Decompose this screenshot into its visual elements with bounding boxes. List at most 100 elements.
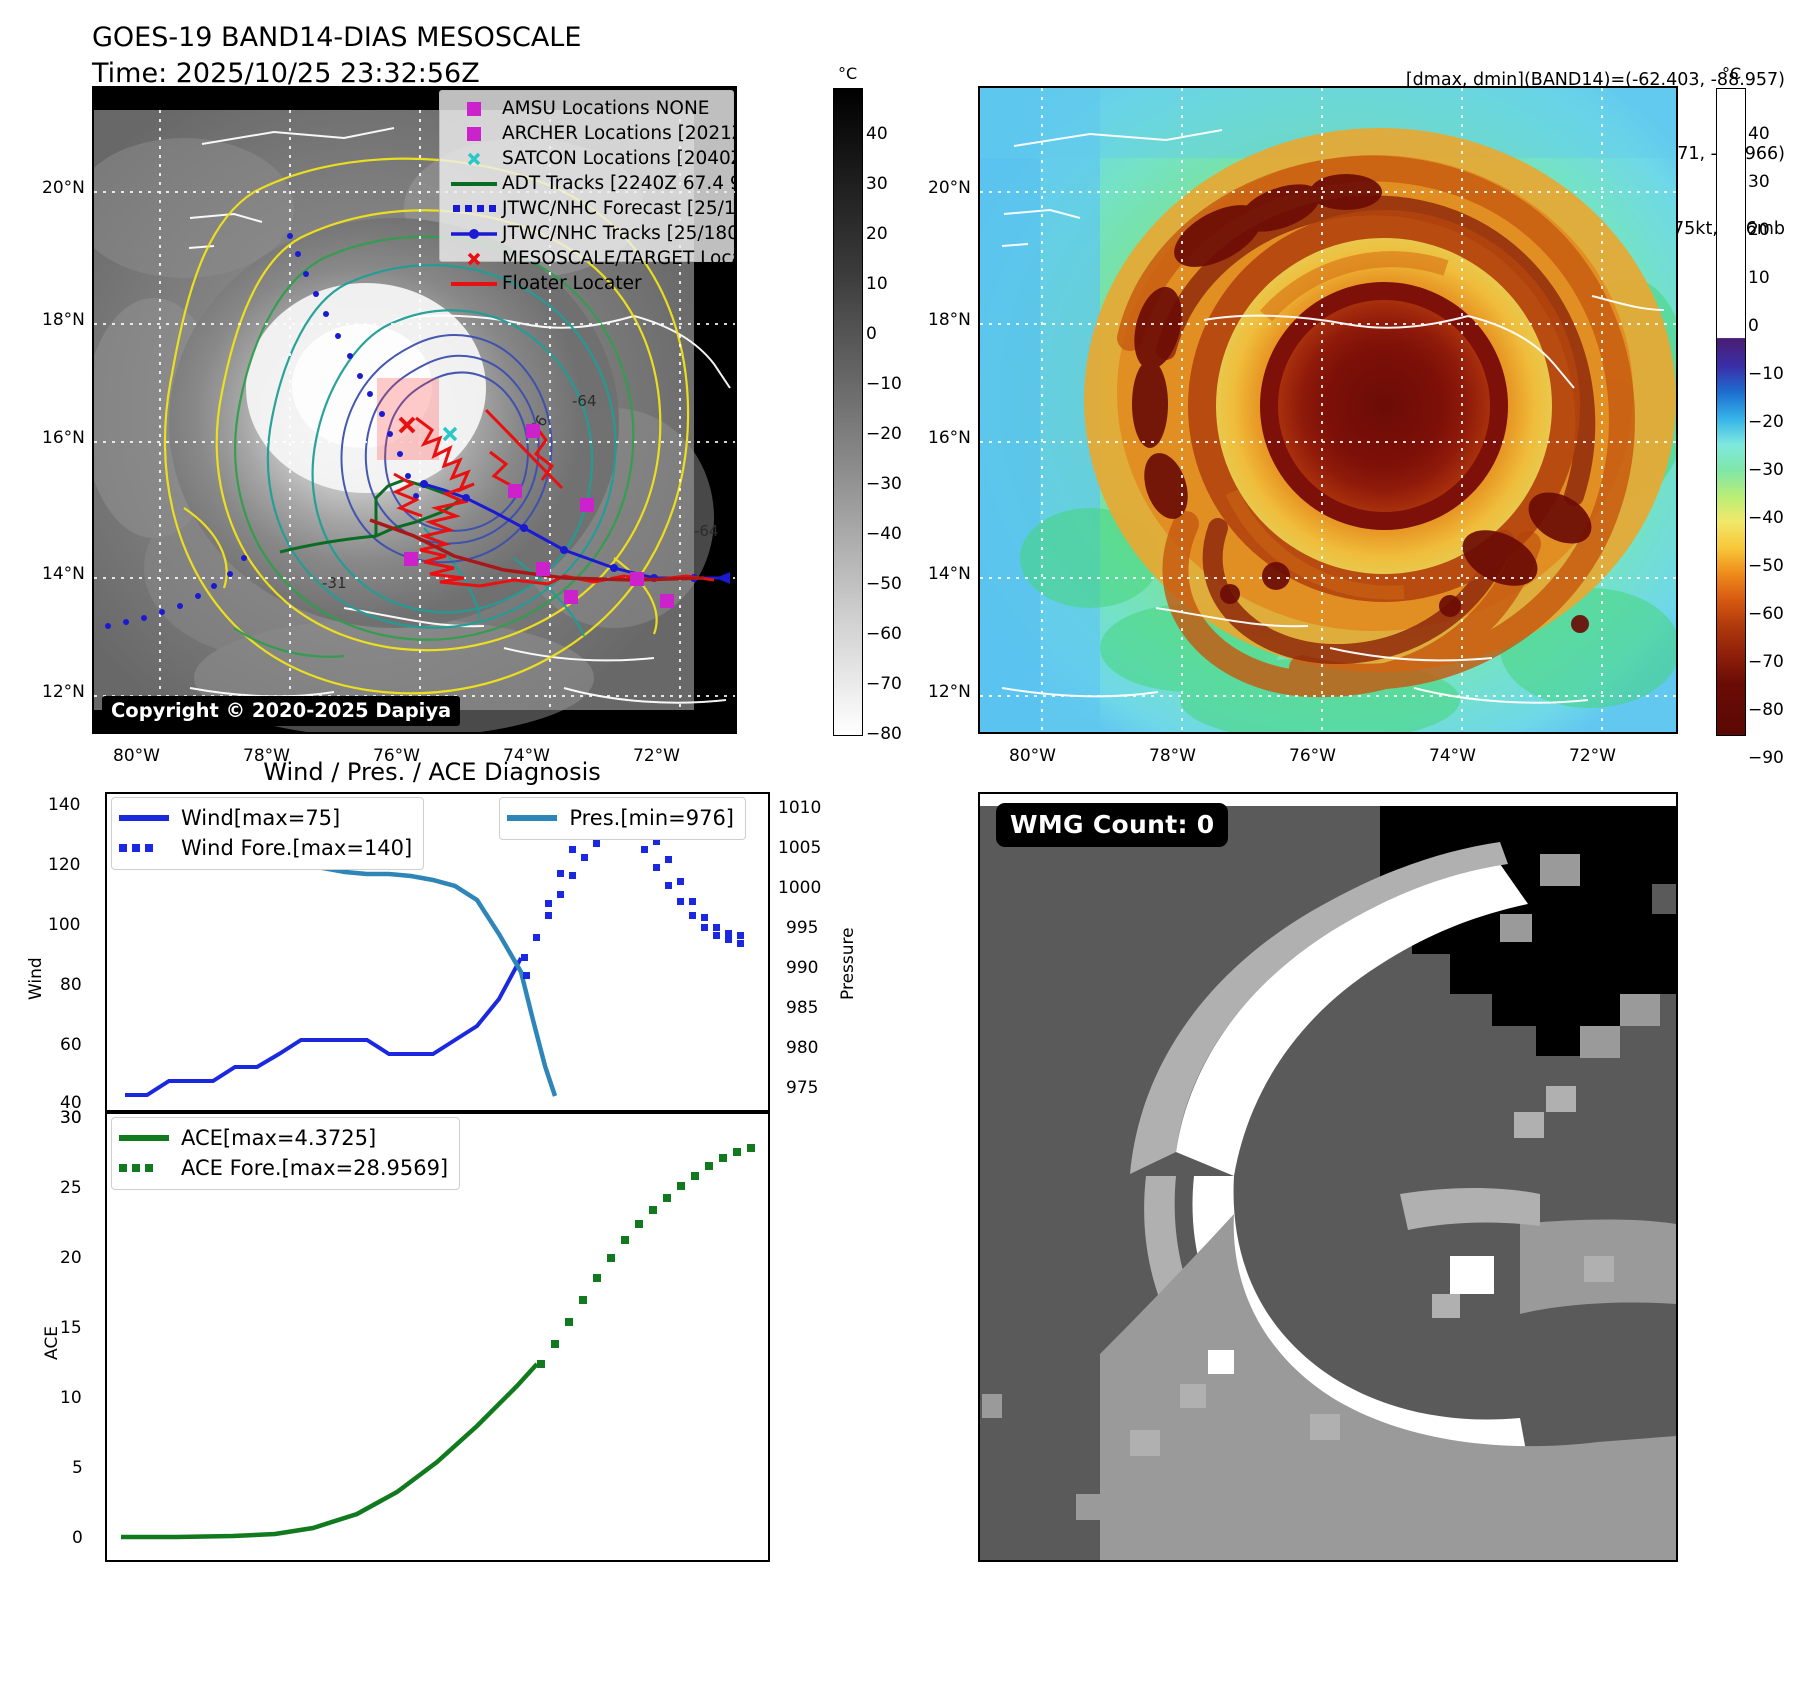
left-cb-tick-m20: −20: [866, 424, 902, 444]
chart-title-wind-pres-ace: Wind / Pres. / ACE Diagnosis: [263, 758, 601, 786]
pres-tick-1005: 1005: [778, 838, 822, 858]
copyright-badge: Copyright © 2020-2025 Dapiya: [102, 696, 461, 726]
lat-label-16n-right: 16°N: [928, 428, 971, 448]
page-title-line2: Time: 2025/10/25 23:32:56Z: [92, 57, 480, 89]
left-colorbar-title: °C: [838, 64, 858, 83]
lon-label-72w-left: 72°W: [633, 746, 680, 766]
legend-item-amsu[interactable]: AMSU Locations NONE: [446, 96, 727, 121]
lon-label-80w-right: 80°W: [1009, 746, 1056, 766]
right-cb-tick-0: 0: [1748, 316, 1759, 336]
right-cb-tick-m10: −10: [1748, 364, 1784, 384]
lat-label-16n-left: 16°N: [42, 428, 85, 448]
archer-square-icon: [446, 126, 502, 141]
lat-label-14n-left: 14°N: [42, 564, 85, 584]
legend-label-ace: ACE[max=4.3725]: [181, 1126, 377, 1150]
wind-chart-legend: Wind[max=75] Wind Fore.[max=140]: [111, 797, 425, 870]
legend-label-forecast: JTWC/NHC Forecast [25/1800Z]: [502, 198, 736, 219]
left-cb-tick-10: 10: [866, 274, 888, 294]
satcon-cross-icon: [446, 150, 502, 168]
legend-label-amsu: AMSU Locations NONE: [502, 98, 710, 119]
legend-label-ace-forecast: ACE Fore.[max=28.9569]: [181, 1156, 449, 1180]
right-cb-tick-m60: −60: [1748, 604, 1784, 624]
legend-item-wind[interactable]: Wind[max=75]: [119, 803, 412, 833]
ace-tick-20: 20: [60, 1248, 82, 1268]
legend-item-mesoscale[interactable]: MESOSCALE/TARGET Location: [446, 246, 735, 271]
left-cb-tick-m30: −30: [866, 474, 902, 494]
legend-label-archer: ARCHER Locations [2021Z]: [502, 123, 737, 144]
svg-text:-31: -31: [322, 574, 347, 592]
wind-pressure-chart[interactable]: Wind[max=75] Wind Fore.[max=140] Pres.[m…: [105, 792, 770, 1112]
legend-item-ace[interactable]: ACE[max=4.3725]: [119, 1123, 448, 1153]
wind-tick-30: 30: [60, 1108, 82, 1128]
right-cb-tick-m30: −30: [1748, 460, 1784, 480]
lon-label-76w-right: 76°W: [1289, 746, 1336, 766]
tracks-line-marker-icon: [446, 227, 502, 241]
pressure-axis-label: Pressure: [838, 927, 858, 1000]
wind-tick-60: 60: [60, 1035, 82, 1055]
page-title-line1: GOES-19 BAND14-DIAS MESOSCALE: [92, 22, 582, 53]
legend-item-archer[interactable]: ARCHER Locations [2021Z]: [446, 121, 735, 146]
left-cb-tick-m80: −80: [866, 724, 902, 744]
legend-item-floater[interactable]: Floater Locater: [446, 271, 727, 296]
right-cb-tick-m50: −50: [1748, 556, 1784, 576]
right-cb-tick-m40: −40: [1748, 508, 1784, 528]
bd-enhanced-ir-map[interactable]: [978, 86, 1678, 734]
legend-label-adt: ADT Tracks [2240Z 67.4 980.7]: [502, 173, 735, 194]
right-cb-tick-20: 20: [1748, 220, 1770, 240]
right-colorbar-ticks: 40 30 20 10 0 −10 −20 −30 −40 −50 −60 −7…: [1748, 88, 1797, 768]
ace-tick-5: 5: [72, 1458, 83, 1478]
legend-item-satcon[interactable]: SATCON Locations [2040Z 68 977]: [446, 146, 735, 171]
wind-axis-label: Wind: [26, 957, 46, 1000]
left-cb-tick-m50: −50: [866, 574, 902, 594]
mesoscale-cross-icon: [446, 250, 502, 268]
wmg-count-badge: WMG Count: 0: [996, 803, 1229, 847]
ace-chart[interactable]: ACE[max=4.3725] ACE Fore.[max=28.9569]: [105, 1112, 770, 1562]
wind-tick-120: 120: [48, 855, 81, 875]
legend-item-ace-forecast[interactable]: ACE Fore.[max=28.9569]: [119, 1153, 448, 1183]
ace-forecast-dotted-icon: [119, 1164, 181, 1172]
amsu-square-icon: [446, 101, 502, 116]
legend-item-forecast[interactable]: JTWC/NHC Forecast [25/1800Z]: [446, 196, 735, 221]
right-cb-tick-40: 40: [1748, 124, 1770, 144]
ace-tick-0: 0: [72, 1528, 83, 1548]
wind-tick-100: 100: [48, 915, 81, 935]
right-cb-tick-m80: −80: [1748, 700, 1784, 720]
left-cb-tick-20: 20: [866, 224, 888, 244]
wmg-classification-image: [980, 794, 1676, 1560]
ace-axis-label: ACE: [42, 1326, 62, 1360]
grayscale-ir-map[interactable]: -64 -76 -64 -31: [92, 86, 737, 734]
pres-tick-1010: 1010: [778, 798, 822, 818]
lat-label-20n-left: 20°N: [42, 178, 85, 198]
wmg-panel[interactable]: WMG Count: 0: [978, 792, 1678, 1562]
left-cb-tick-m60: −60: [866, 624, 902, 644]
ace-line-icon: [119, 1135, 181, 1141]
ace-plot: [121, 1144, 755, 1540]
left-cb-tick-m10: −10: [866, 374, 902, 394]
wind-tick-140: 140: [48, 795, 81, 815]
right-cb-tick-m90: −90: [1748, 748, 1784, 768]
lat-label-20n-right: 20°N: [928, 178, 971, 198]
legend-label-wind-forecast: Wind Fore.[max=140]: [181, 836, 413, 860]
lat-label-12n-right: 12°N: [928, 682, 971, 702]
bd-enhanced-ir-image: [980, 88, 1676, 732]
pressure-chart-legend: Pres.[min=976]: [499, 797, 746, 840]
lon-label-74w-left: 74°W: [503, 746, 550, 766]
legend-item-pressure[interactable]: Pres.[min=976]: [507, 803, 734, 833]
header-info-band14: [dmax, dmin](BAND14)=(-62.403, -88.957): [1405, 69, 1785, 90]
legend-label-pressure: Pres.[min=976]: [569, 806, 734, 830]
svg-text:-64: -64: [572, 392, 597, 410]
pressure-line-icon: [507, 815, 569, 821]
legend-item-wind-forecast[interactable]: Wind Fore.[max=140]: [119, 833, 412, 863]
page-title: GOES-19 BAND14-DIAS MESOSCALE Time: 2025/…: [92, 20, 581, 91]
legend-label-floater: Floater Locater: [502, 273, 642, 294]
legend-item-adt[interactable]: ADT Tracks [2240Z 67.4 980.7]: [446, 171, 735, 196]
wind-forecast-dotted-icon: [119, 844, 181, 852]
adt-line-icon: [446, 181, 502, 186]
left-cb-tick-40: 40: [866, 124, 888, 144]
wind-tick-80: 80: [60, 975, 82, 995]
legend-label-mesoscale: MESOSCALE/TARGET Location: [502, 248, 735, 269]
legend-item-tracks[interactable]: JTWC/NHC Tracks [25/1800Z]: [446, 221, 735, 246]
left-cb-tick-0: 0: [866, 324, 877, 344]
wind-line-icon: [119, 815, 181, 821]
ace-tick-15: 15: [60, 1318, 82, 1338]
